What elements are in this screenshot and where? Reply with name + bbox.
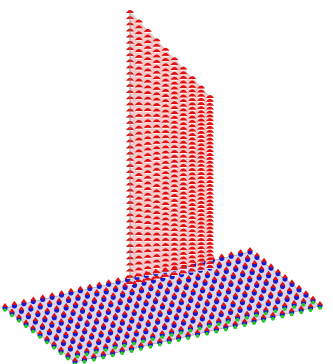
support-node: [262, 319, 266, 323]
support-node: [302, 303, 306, 307]
support-node: [94, 350, 98, 354]
support-node: [271, 317, 275, 321]
support-node: [292, 305, 296, 309]
support-node: [52, 346, 56, 350]
support-node: [177, 339, 181, 343]
support-node: [255, 314, 259, 318]
support-node: [224, 328, 228, 332]
support-node: [170, 333, 174, 337]
support-node: [264, 312, 268, 316]
support-node: [290, 313, 294, 317]
support-node: [226, 320, 230, 324]
support-node: [299, 311, 303, 315]
support-node: [24, 324, 28, 328]
support-node: [217, 322, 221, 326]
support-node: [167, 341, 171, 345]
support-node: [198, 327, 202, 331]
support-node: [83, 360, 87, 364]
support-node: [17, 319, 21, 323]
support-node: [189, 329, 193, 333]
support-node: [45, 341, 49, 345]
support-node: [158, 343, 162, 347]
support-node: [59, 351, 63, 355]
support-node: [104, 348, 108, 352]
support-node: [92, 358, 96, 362]
support-node: [205, 332, 209, 336]
support-node: [160, 335, 164, 339]
support-node: [243, 323, 247, 327]
support-node: [179, 331, 183, 335]
support-node: [186, 336, 190, 340]
support-node: [236, 318, 240, 322]
support-node: [245, 316, 249, 320]
support-node: [66, 357, 70, 361]
support-node: [252, 321, 256, 325]
support-node: [132, 342, 136, 346]
support-node: [31, 330, 35, 334]
page: (() => { const svg = document.getElement…: [0, 0, 333, 364]
support-node: [111, 354, 115, 358]
support-node: [196, 334, 200, 338]
support-node: [101, 356, 105, 360]
support-node: [3, 308, 7, 312]
support-node: [151, 337, 155, 341]
support-node: [85, 352, 89, 356]
support-node: [233, 326, 237, 330]
support-node: [142, 340, 146, 344]
support-node: [130, 349, 134, 353]
support-node: [139, 347, 143, 351]
support-node: [311, 301, 315, 305]
support-node: [274, 309, 278, 313]
support-node: [208, 324, 212, 328]
support-node: [10, 314, 14, 318]
support-node: [283, 307, 287, 311]
support-node: [113, 346, 117, 350]
support-node: [309, 308, 313, 312]
support-node: [215, 330, 219, 334]
support-node: [38, 335, 42, 339]
support-node: [318, 306, 322, 310]
support-node: [149, 345, 153, 349]
support-node: [123, 344, 127, 348]
support-node: [76, 355, 80, 359]
support-node: [120, 351, 124, 355]
mesh-view: [0, 0, 333, 364]
support-node: [281, 315, 285, 319]
